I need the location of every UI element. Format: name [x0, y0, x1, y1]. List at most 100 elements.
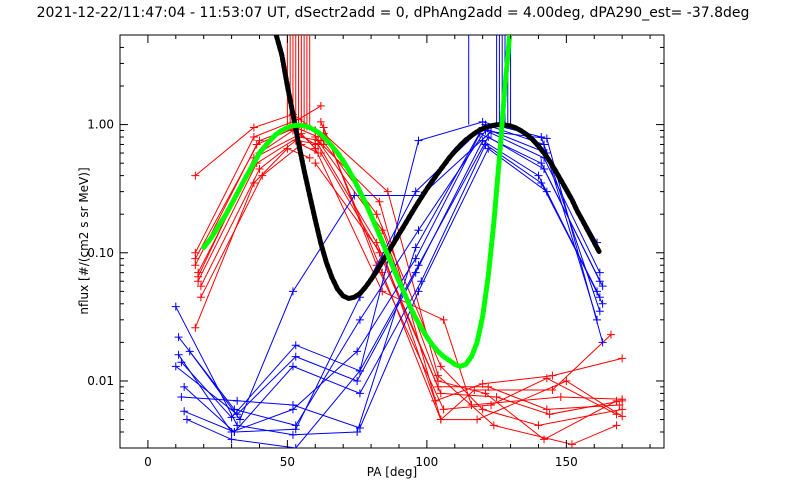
series-point-17-2 — [434, 371, 443, 380]
series-point-25-2 — [288, 362, 297, 371]
series-point-18-1 — [375, 197, 384, 206]
series-point-22-6 — [537, 159, 546, 168]
series-point-13-4 — [545, 410, 554, 419]
series-point-18-3 — [470, 386, 479, 395]
x-tick-label-2: 100 — [415, 455, 438, 469]
series-point-27-4 — [411, 187, 420, 196]
series-line-24 — [175, 139, 598, 415]
series-point-29-7 — [598, 338, 607, 347]
series-point-15-2 — [439, 405, 448, 414]
series-point-16-0 — [316, 117, 325, 126]
model-curve-0 — [273, 35, 603, 301]
x-tick-label-3: 150 — [555, 455, 578, 469]
y-axis-label: nflux [#/(cm2 s sr MeV)] — [77, 167, 91, 314]
series-point-24-0 — [171, 362, 180, 371]
series-point-9-1 — [249, 179, 258, 188]
series-point-12-4 — [542, 405, 551, 414]
series-point-15-4 — [542, 374, 551, 383]
series-point-28-4 — [414, 136, 423, 145]
series-line-4 — [197, 129, 316, 273]
series-point-14-0 — [311, 159, 320, 168]
series-line-26 — [181, 147, 604, 429]
series-point-10-3 — [478, 405, 487, 414]
x-tick-label-0: 0 — [144, 455, 152, 469]
series-point-29-0 — [185, 347, 194, 356]
series-point-7-0 — [196, 282, 205, 291]
series-line-8 — [200, 143, 319, 298]
series-point-22-4 — [411, 254, 420, 263]
series-point-17-4 — [567, 440, 576, 448]
series-point-1-3 — [316, 101, 325, 110]
series-line-29 — [189, 131, 604, 421]
series-point-26-3 — [355, 423, 364, 432]
x-tick-label-1: 50 — [280, 455, 295, 469]
model-curve-1 — [201, 35, 513, 369]
series-point-15-3 — [487, 400, 496, 409]
series-point-25-6 — [537, 179, 546, 188]
series-point-28-2 — [291, 444, 300, 448]
series-point-26-4 — [414, 287, 423, 296]
series-line-22 — [178, 132, 601, 433]
series-point-19-5 — [618, 395, 627, 404]
series-point-24-1 — [233, 410, 242, 419]
series-line-23 — [181, 136, 604, 419]
series-point-28-3 — [355, 366, 364, 375]
series-point-13-1 — [375, 248, 384, 257]
series-point-23-6 — [540, 165, 549, 174]
series-point-0-0 — [191, 171, 200, 180]
series-point-26-0 — [177, 392, 186, 401]
y-tick-label-0: 0.01 — [87, 374, 114, 388]
series-point-9-0 — [191, 323, 200, 332]
series-point-18-0 — [314, 136, 323, 145]
series-point-18-2 — [436, 415, 445, 424]
series-point-9-2 — [283, 144, 292, 153]
series-point-6-0 — [194, 277, 203, 286]
series-point-27-7 — [595, 307, 604, 316]
series-point-8-0 — [196, 293, 205, 302]
series-line-21 — [178, 129, 601, 426]
series-point-28-1 — [227, 435, 236, 444]
plot-layer — [171, 35, 627, 448]
series-point-16-4 — [562, 376, 571, 385]
series-point-26-2 — [288, 400, 297, 409]
series-point-25-3 — [355, 389, 364, 398]
series-point-19-1 — [378, 287, 387, 296]
series-point-14-5 — [618, 354, 627, 363]
plot-frame — [119, 34, 665, 449]
series-point-21-4 — [414, 226, 423, 235]
series-point-7-1 — [255, 165, 264, 174]
series-point-12-5 — [615, 400, 624, 409]
series-point-22-0 — [174, 350, 183, 359]
series-point-17-3 — [489, 421, 498, 430]
series-line-10 — [314, 130, 623, 426]
series-line-25 — [183, 143, 601, 433]
series-point-19-4 — [556, 392, 565, 401]
series-point-25-4 — [417, 277, 426, 286]
series-point-26-1 — [233, 396, 242, 405]
series-point-21-7 — [595, 268, 604, 277]
series-point-28-0 — [182, 415, 191, 424]
series-point-20-4 — [411, 243, 420, 252]
series-point-19-2 — [439, 315, 448, 324]
series-line-16 — [320, 121, 623, 421]
series-point-27-2 — [291, 425, 300, 434]
series-point-23-1 — [227, 413, 236, 422]
series-point-19-3 — [467, 400, 476, 409]
series-point-20-3 — [353, 427, 362, 436]
series-point-13-3 — [492, 392, 501, 401]
series-line-7 — [200, 140, 324, 287]
series-point-26-6 — [542, 187, 551, 196]
series-line-18 — [317, 140, 612, 421]
series-point-20-2 — [288, 430, 297, 439]
series-line-6 — [197, 136, 321, 282]
series-point-23-2 — [291, 341, 300, 350]
series-point-24-4 — [411, 268, 420, 277]
series-point-10-4 — [534, 421, 543, 430]
series-point-1-1 — [249, 133, 258, 142]
series-point-8-1 — [258, 171, 267, 180]
series-point-13-0 — [316, 149, 325, 158]
axis-layer: 0 50 100 150 0.01 0.10 1.00 — [87, 34, 664, 469]
series-line-12 — [317, 144, 620, 410]
series-point-23-7 — [598, 282, 607, 291]
